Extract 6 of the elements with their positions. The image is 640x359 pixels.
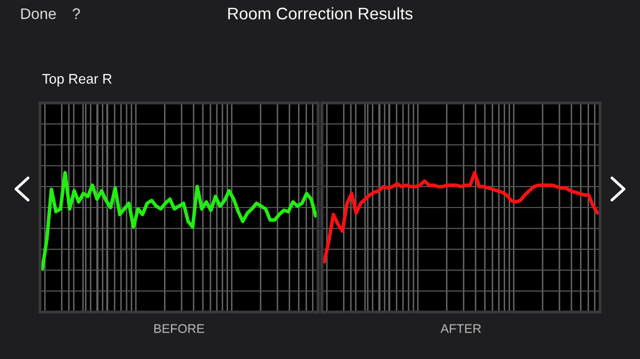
x-axis-title: BEFORE bbox=[154, 324, 204, 333]
x-axis-title: AFTER bbox=[440, 324, 481, 333]
text: ? bbox=[72, 8, 80, 19]
chart-subtitle: Top Rear R bbox=[42, 74, 112, 86]
text: Done bbox=[21, 8, 56, 20]
chart-title: Room Correction Results bbox=[228, 7, 412, 20]
